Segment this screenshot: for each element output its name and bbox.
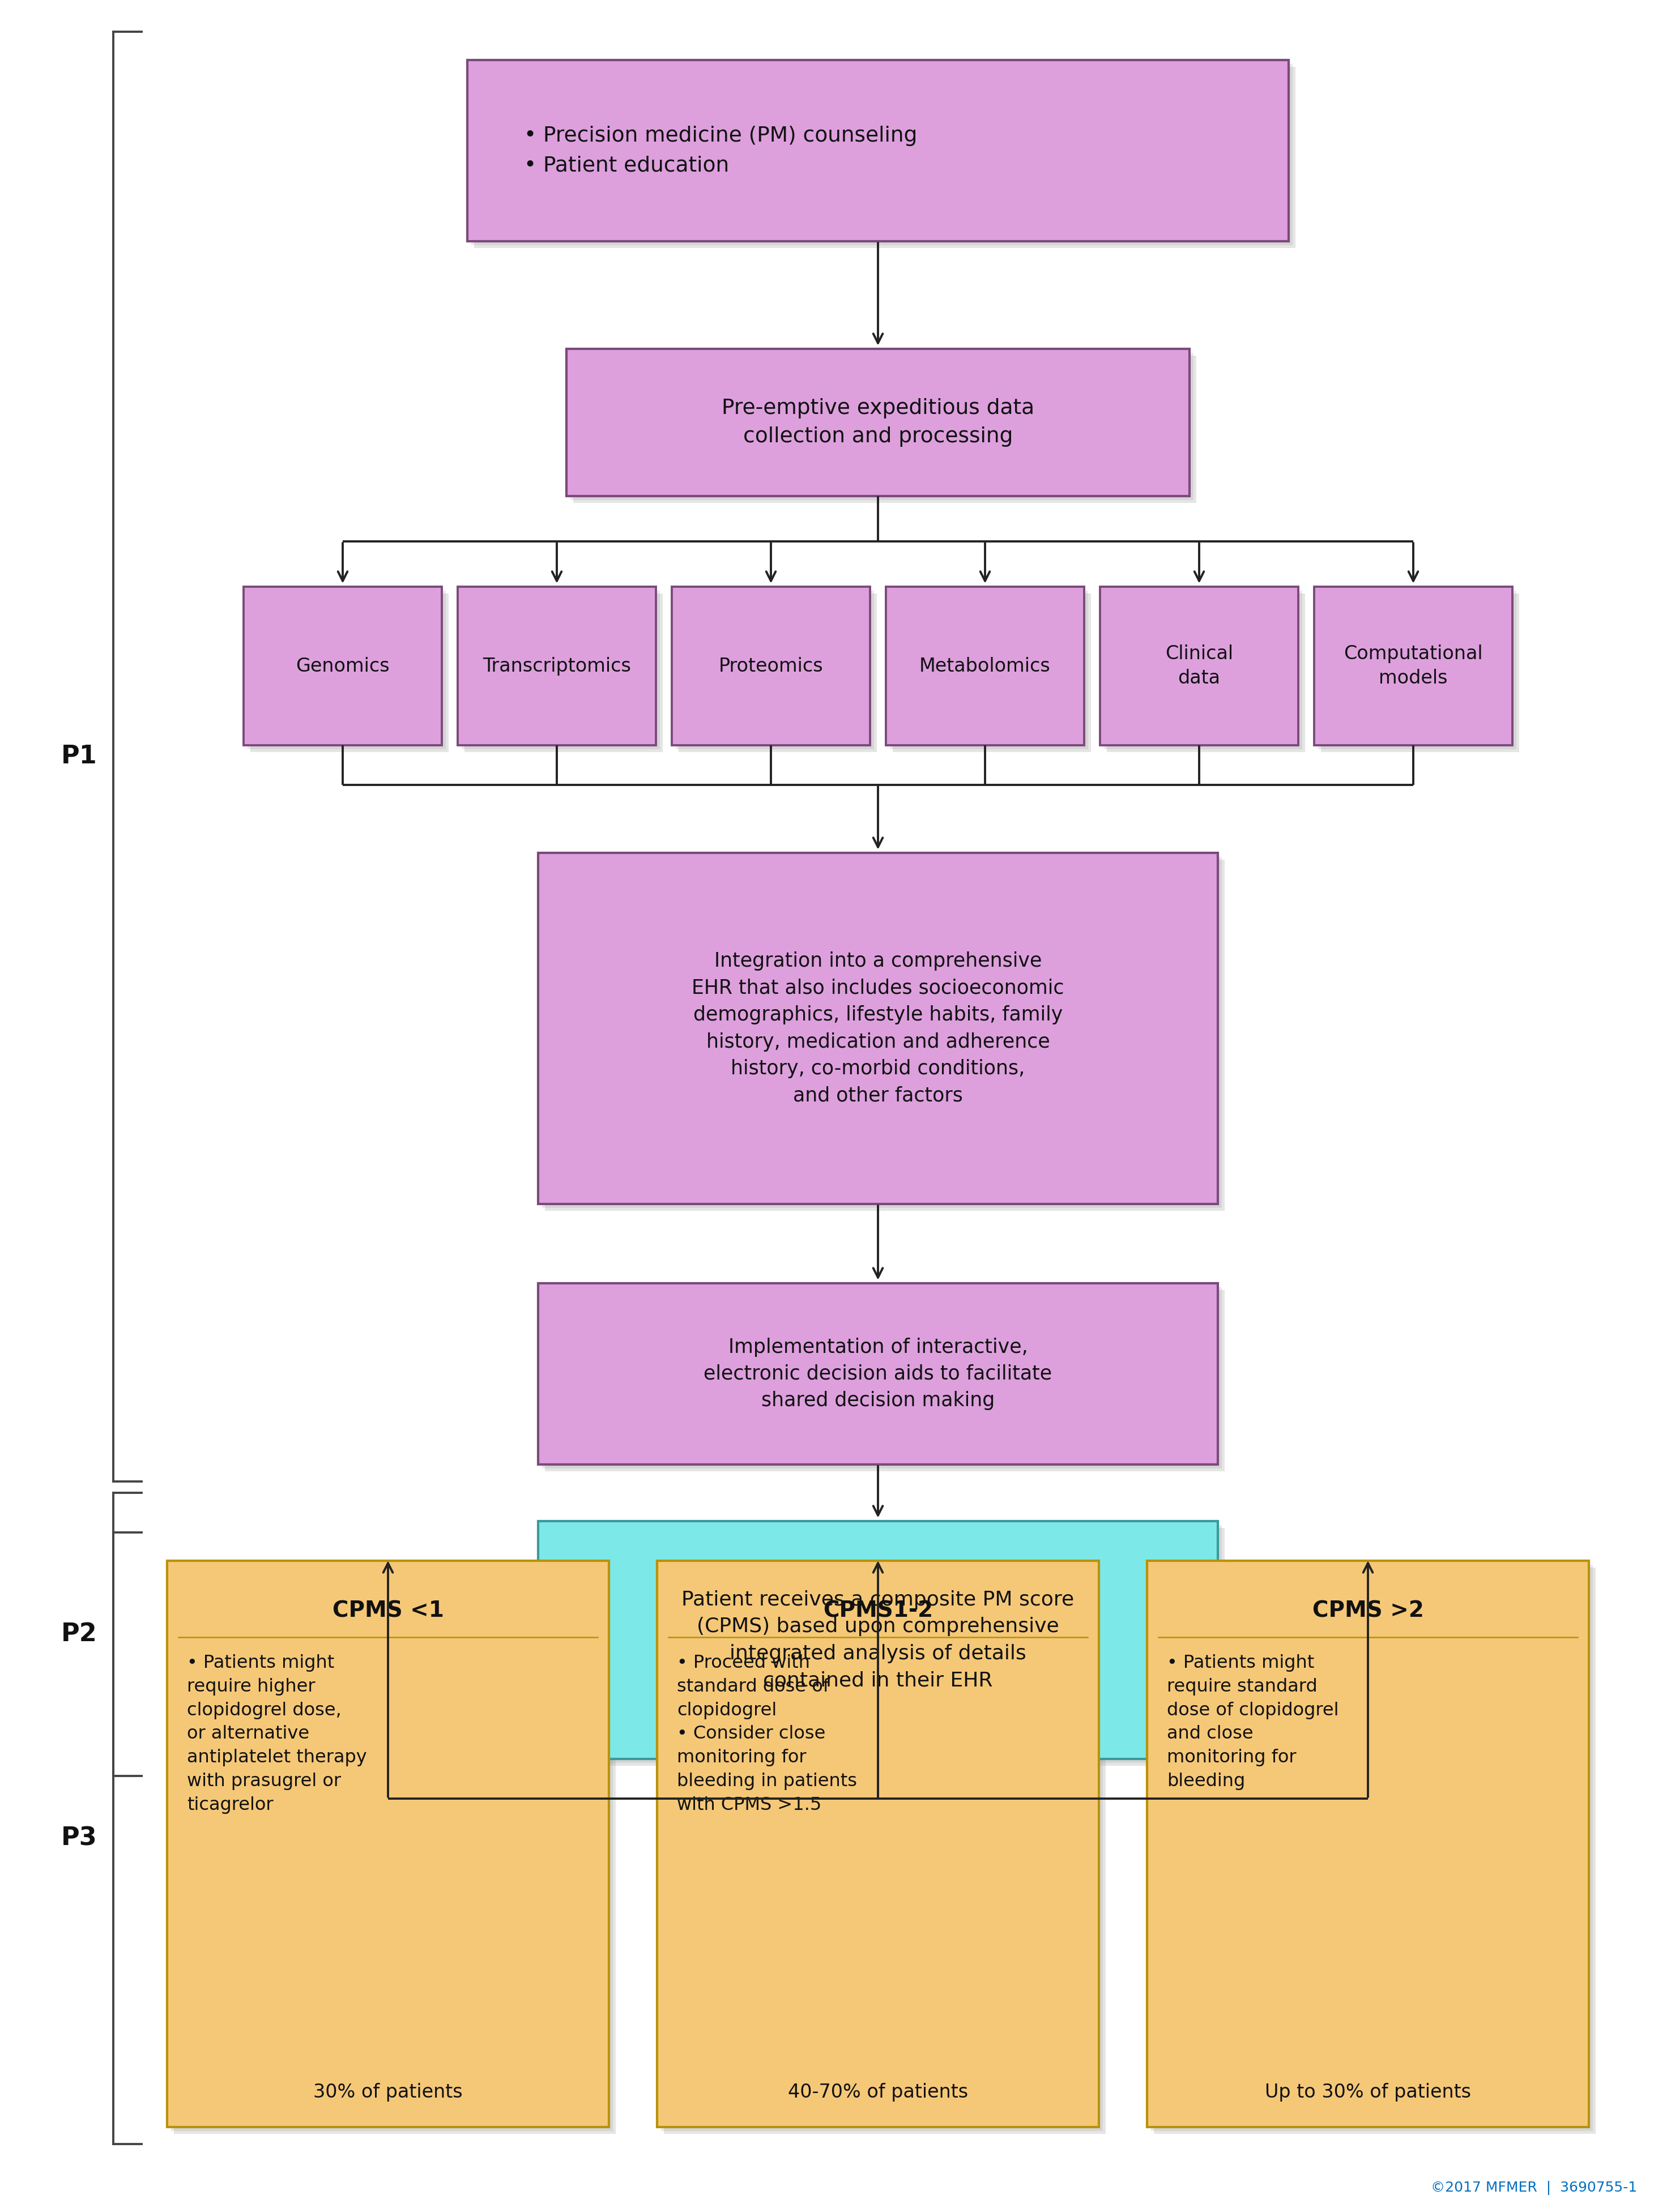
FancyBboxPatch shape xyxy=(541,856,1222,1208)
FancyBboxPatch shape xyxy=(545,860,1225,1210)
Text: P3: P3 xyxy=(62,1827,97,1851)
FancyBboxPatch shape xyxy=(167,1562,608,2128)
Text: CPMS1-2: CPMS1-2 xyxy=(824,1601,932,1621)
FancyBboxPatch shape xyxy=(663,1568,1106,2135)
Text: • Proceed with
standard dose of
clopidogrel
• Consider close
monitoring for
blee: • Proceed with standard dose of clopidog… xyxy=(677,1655,857,1814)
Text: 40-70% of patients: 40-70% of patients xyxy=(789,2084,968,2101)
Text: Genomics: Genomics xyxy=(296,657,389,675)
FancyBboxPatch shape xyxy=(545,1290,1225,1471)
FancyBboxPatch shape xyxy=(886,586,1084,745)
FancyBboxPatch shape xyxy=(672,586,871,745)
FancyBboxPatch shape xyxy=(465,593,663,752)
FancyBboxPatch shape xyxy=(566,349,1190,495)
Text: Implementation of interactive,
electronic decision aids to facilitate
shared dec: Implementation of interactive, electroni… xyxy=(703,1338,1053,1411)
FancyBboxPatch shape xyxy=(1105,591,1302,750)
FancyBboxPatch shape xyxy=(1155,1568,1596,2135)
FancyBboxPatch shape xyxy=(892,593,1091,752)
FancyBboxPatch shape xyxy=(545,1528,1225,1765)
Text: Metabolomics: Metabolomics xyxy=(919,657,1051,675)
FancyBboxPatch shape xyxy=(538,1283,1218,1464)
Text: • Patients might
require standard
dose of clopidogrel
and close
monitoring for
b: • Patients might require standard dose o… xyxy=(1166,1655,1338,1790)
FancyBboxPatch shape xyxy=(1313,586,1512,745)
FancyBboxPatch shape xyxy=(570,352,1193,500)
FancyBboxPatch shape xyxy=(538,1522,1218,1759)
FancyBboxPatch shape xyxy=(244,586,441,745)
FancyBboxPatch shape xyxy=(247,591,446,750)
Text: • Patients might
require higher
clopidogrel dose,
or alternative
antiplatelet th: • Patients might require higher clopidog… xyxy=(187,1655,368,1814)
FancyBboxPatch shape xyxy=(1151,1564,1592,2130)
FancyBboxPatch shape xyxy=(1322,593,1519,752)
FancyBboxPatch shape xyxy=(657,1562,1100,2128)
Text: Pre-emptive expeditious data
collection and processing: Pre-emptive expeditious data collection … xyxy=(722,398,1034,447)
Text: Up to 30% of patients: Up to 30% of patients xyxy=(1265,2084,1470,2101)
Text: Computational
models: Computational models xyxy=(1343,644,1482,688)
FancyBboxPatch shape xyxy=(458,586,657,745)
Text: CPMS <1: CPMS <1 xyxy=(333,1601,444,1621)
FancyBboxPatch shape xyxy=(174,1568,615,2135)
Text: CPMS >2: CPMS >2 xyxy=(1312,1601,1424,1621)
FancyBboxPatch shape xyxy=(471,64,1293,246)
FancyBboxPatch shape xyxy=(1146,1562,1589,2128)
FancyBboxPatch shape xyxy=(538,854,1218,1203)
FancyBboxPatch shape xyxy=(1318,591,1516,750)
Text: • Precision medicine (PM) counseling
• Patient education: • Precision medicine (PM) counseling • P… xyxy=(525,126,917,175)
FancyBboxPatch shape xyxy=(678,593,877,752)
FancyBboxPatch shape xyxy=(1100,586,1298,745)
FancyBboxPatch shape xyxy=(461,591,660,750)
FancyBboxPatch shape xyxy=(891,591,1088,750)
FancyBboxPatch shape xyxy=(662,1564,1103,2130)
Text: Clinical
data: Clinical data xyxy=(1165,644,1233,688)
Text: Integration into a comprehensive
EHR that also includes socioeconomic
demographi: Integration into a comprehensive EHR tha… xyxy=(692,951,1064,1106)
Text: Transcriptomics: Transcriptomics xyxy=(483,657,632,675)
FancyBboxPatch shape xyxy=(1106,593,1305,752)
Text: P2: P2 xyxy=(62,1621,97,1646)
FancyBboxPatch shape xyxy=(468,60,1288,241)
FancyBboxPatch shape xyxy=(475,66,1295,248)
Text: ©2017 MFMER  |  3690755-1: ©2017 MFMER | 3690755-1 xyxy=(1430,2181,1638,2194)
FancyBboxPatch shape xyxy=(573,356,1196,502)
Text: Proteomics: Proteomics xyxy=(719,657,824,675)
FancyBboxPatch shape xyxy=(170,1564,613,2130)
FancyBboxPatch shape xyxy=(251,593,448,752)
Text: Patient receives a composite PM score
(CPMS) based upon comprehensive
integrated: Patient receives a composite PM score (C… xyxy=(682,1590,1074,1690)
FancyBboxPatch shape xyxy=(541,1524,1222,1763)
FancyBboxPatch shape xyxy=(541,1287,1222,1469)
FancyBboxPatch shape xyxy=(675,591,874,750)
Text: P1: P1 xyxy=(62,745,97,770)
Text: 30% of patients: 30% of patients xyxy=(314,2084,463,2101)
